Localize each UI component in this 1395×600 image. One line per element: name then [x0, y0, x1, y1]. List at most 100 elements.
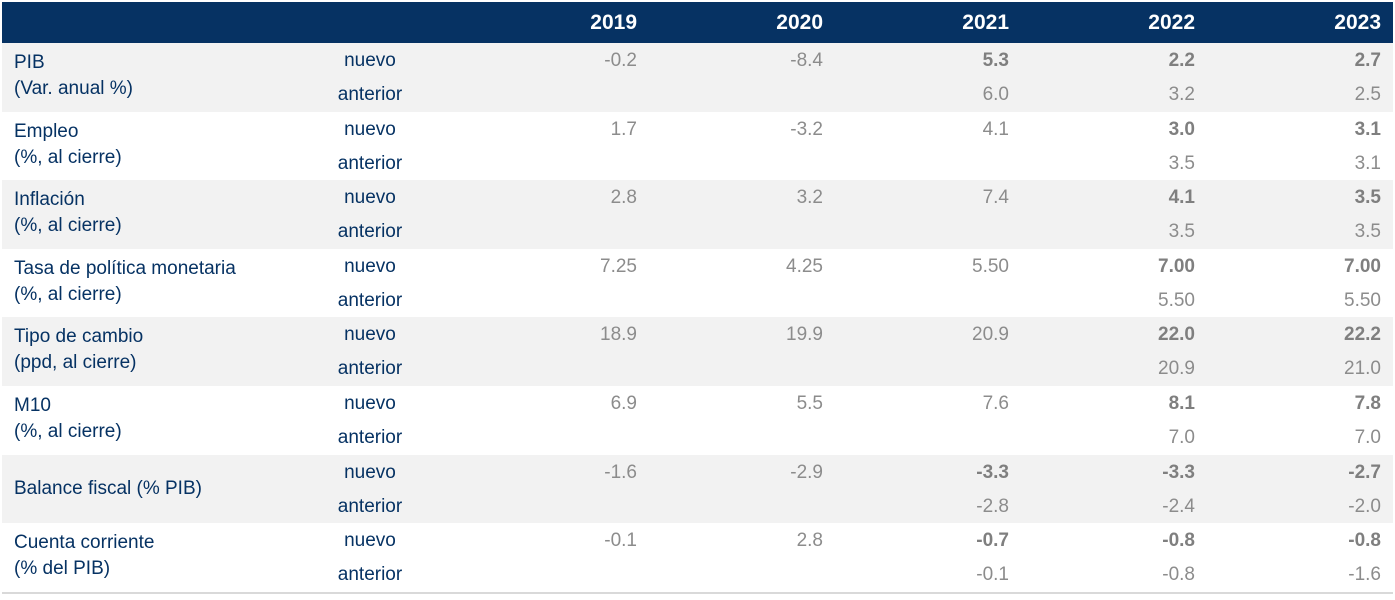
- value-new: 2.7: [1354, 50, 1381, 71]
- row-label: Empleo (%, al cierre): [14, 119, 122, 171]
- value-new: 1.7: [610, 118, 637, 140]
- value-new: -2.7: [1348, 461, 1381, 483]
- table-row-group: Cuenta corriente (% del PIB) nuevo anterior…: [2, 523, 1393, 592]
- table-row-group: Inflación (%, al cierre) nuevo anterior 2.8 3…: [2, 180, 1393, 249]
- sublabel-new: nuevo: [344, 392, 396, 414]
- value-previous: [703, 352, 823, 386]
- value-previous: [703, 558, 823, 592]
- sublabel-new: nuevo: [344, 530, 396, 552]
- value-new: 5.3: [982, 50, 1009, 71]
- value-previous: 5.50: [1158, 289, 1195, 311]
- value-previous: 3.5: [1354, 221, 1381, 243]
- value-new: 20.9: [972, 324, 1009, 346]
- row-label-unit: (%, al cierre): [14, 146, 122, 168]
- value-previous: 3.5: [1168, 152, 1195, 174]
- value-previous: [703, 421, 823, 455]
- value-previous: [889, 421, 1009, 455]
- value-new: 3.1: [1354, 118, 1381, 140]
- value-new: 2.8: [796, 530, 823, 552]
- value-previous: [517, 78, 637, 112]
- table-row-group: PIB (Var. anual %) nuevo anterior -0.2 -8.4 5.…: [2, 43, 1393, 112]
- row-label: PIB (Var. anual %): [14, 50, 133, 102]
- value-new: -3.3: [1162, 461, 1195, 483]
- value-new: -3.2: [790, 118, 823, 140]
- table-row-group: Tasa de política monetaria (%, al cierre)…: [2, 249, 1393, 318]
- value-previous: 2.5: [1354, 84, 1381, 105]
- value-new: 3.5: [1354, 187, 1381, 209]
- value-new: -2.9: [790, 461, 823, 483]
- sublabel-new: nuevo: [344, 324, 396, 346]
- value-previous: -2.0: [1348, 495, 1381, 517]
- value-new: 4.1: [982, 118, 1009, 140]
- row-label-title: Inflación: [14, 189, 85, 211]
- value-previous: [517, 490, 637, 524]
- row-label-title: Cuenta corriente: [14, 532, 155, 554]
- value-new: 7.4: [982, 187, 1009, 209]
- value-previous: -1.6: [1348, 564, 1381, 586]
- sublabel-previous: anterior: [337, 289, 403, 311]
- table-header: 2019 2020 2021 2022 2023: [2, 2, 1393, 43]
- value-new: 3.0: [1168, 118, 1195, 140]
- value-new: 19.9: [786, 324, 823, 346]
- row-label-title: PIB: [14, 52, 45, 73]
- row-label: M10 (%, al cierre): [14, 393, 122, 445]
- sublabel-previous: anterior: [337, 84, 403, 105]
- row-label: Tipo de cambio (ppd, al cierre): [14, 324, 143, 376]
- year-header: 2021: [962, 11, 1009, 34]
- sublabel-new: nuevo: [344, 461, 396, 483]
- row-label-title: M10: [14, 394, 51, 416]
- value-new: -0.7: [976, 530, 1009, 552]
- value-new: 5.5: [796, 392, 823, 414]
- value-previous: 3.5: [1168, 221, 1195, 243]
- value-new: 3.2: [796, 187, 823, 209]
- table-row-group: Tipo de cambio (ppd, al cierre) nuevo anter…: [2, 317, 1393, 386]
- value-new: 22.0: [1158, 324, 1195, 346]
- row-label-unit: (%, al cierre): [14, 215, 122, 237]
- value-previous: -0.1: [976, 564, 1009, 586]
- row-label-title: Tipo de cambio: [14, 326, 144, 348]
- row-label: Balance fiscal (% PIB): [14, 476, 202, 502]
- value-previous: [703, 490, 823, 524]
- value-new: -3.3: [976, 461, 1009, 483]
- value-previous: 6.0: [982, 84, 1009, 105]
- table-body: PIB (Var. anual %) nuevo anterior -0.2 -8.4 5.…: [2, 43, 1393, 592]
- value-previous: [889, 352, 1009, 386]
- sublabel-previous: anterior: [337, 564, 403, 586]
- value-new: 7.6: [982, 392, 1009, 414]
- year-header: 2019: [590, 11, 637, 34]
- value-new: 4.1: [1168, 187, 1195, 209]
- value-previous: -2.4: [1162, 495, 1195, 517]
- sublabel-previous: anterior: [337, 358, 403, 380]
- value-previous: 20.9: [1158, 358, 1195, 380]
- value-previous: [889, 284, 1009, 318]
- value-previous: [517, 284, 637, 318]
- row-label-unit: (Var. anual %): [14, 78, 133, 99]
- sublabel-previous: anterior: [337, 221, 403, 243]
- value-new: -0.8: [1162, 530, 1195, 552]
- table-row-group: Empleo (%, al cierre) nuevo anterior 1.7 -3.2…: [2, 112, 1393, 181]
- value-new: 2.2: [1168, 50, 1195, 71]
- row-label-unit: (% del PIB): [14, 558, 111, 580]
- value-previous: [889, 215, 1009, 249]
- value-new: -1.6: [604, 461, 637, 483]
- sublabel-new: nuevo: [344, 187, 396, 209]
- value-new: 7.00: [1158, 255, 1195, 277]
- value-previous: [517, 421, 637, 455]
- value-previous: 21.0: [1344, 358, 1381, 380]
- value-new: 4.25: [786, 255, 823, 277]
- table-row-group: Balance fiscal (% PIB) nuevo anterior -1.6 -…: [2, 454, 1393, 524]
- value-new: 6.9: [610, 392, 637, 414]
- value-previous: -2.8: [976, 495, 1009, 517]
- sublabel-previous: anterior: [337, 495, 403, 517]
- row-label-unit: (%, al cierre): [14, 283, 122, 305]
- row-label-title: Empleo: [14, 120, 79, 142]
- value-previous: [703, 284, 823, 318]
- bottom-divider: [2, 591, 1393, 594]
- value-previous: [703, 78, 823, 112]
- value-new: 7.8: [1354, 392, 1381, 414]
- sublabel-new: nuevo: [344, 118, 396, 140]
- year-header: 2022: [1148, 11, 1195, 34]
- value-previous: [517, 215, 637, 249]
- row-label-unit: (ppd, al cierre): [14, 352, 137, 374]
